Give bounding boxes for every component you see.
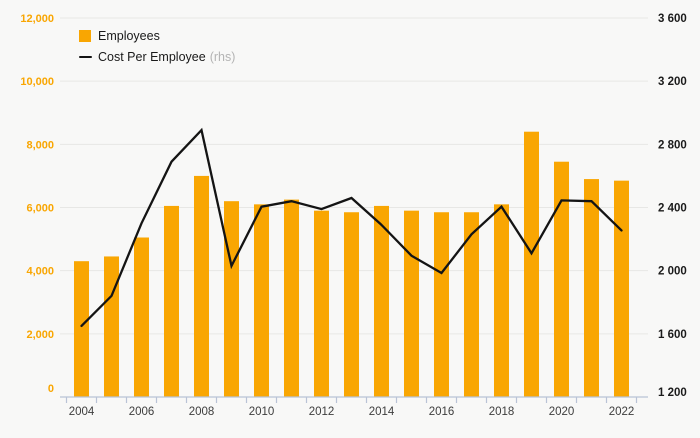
bar-2019[interactable] <box>524 131 539 397</box>
x-axis-label: 2022 <box>609 406 635 418</box>
y-axis-label-right: 3 600 <box>658 13 687 25</box>
cost-per-employee-line <box>80 127 623 328</box>
bar-2014[interactable] <box>374 205 389 397</box>
x-axis-label: 2006 <box>129 406 155 418</box>
bar-2010[interactable] <box>254 204 269 397</box>
bar-2018[interactable] <box>494 204 509 397</box>
x-axis-label: 2014 <box>369 406 395 418</box>
line-marker-icon <box>79 55 92 59</box>
x-axis-label: 2004 <box>69 406 95 418</box>
bar-2005[interactable] <box>104 256 119 397</box>
x-axis-label: 2016 <box>429 406 455 418</box>
y-axis-label-right: 2 800 <box>658 139 687 151</box>
bar-2017[interactable] <box>464 212 479 397</box>
bar-2013[interactable] <box>344 212 359 397</box>
y-axis-label-left: 2,000 <box>26 329 54 341</box>
x-axis-label: 2020 <box>549 406 575 418</box>
x-axis-label: 2008 <box>189 406 215 418</box>
y-axis-label-left: 8,000 <box>26 139 54 151</box>
legend-label-cost-per-employee: Cost Per Employee <box>98 50 206 64</box>
legend-item-cost-per-employee[interactable]: Cost Per Employee (rhs) <box>79 50 235 64</box>
legend-label-employees: Employees <box>98 29 160 43</box>
y-axis-label-left: 12,000 <box>20 13 54 25</box>
y-axis-label-right: 1 600 <box>658 329 687 341</box>
x-axis-label: 2012 <box>309 406 335 418</box>
x-axis-label: 2018 <box>489 406 515 418</box>
legend-rhs-note: (rhs) <box>209 50 236 64</box>
bar-2007[interactable] <box>164 205 179 397</box>
y-axis-label-left: 4,000 <box>26 266 54 278</box>
x-axis-label: 2010 <box>249 406 275 418</box>
bar-2021[interactable] <box>584 179 599 397</box>
bar-2011[interactable] <box>284 199 299 397</box>
bar-2020[interactable] <box>554 161 569 397</box>
y-axis-label-right: 3 200 <box>658 76 687 88</box>
y-axis-label-left: 6,000 <box>26 203 54 215</box>
employees-swatch-icon <box>79 30 91 42</box>
y-axis-label-left: 0 <box>48 383 54 395</box>
y-axis-label-right: 2 400 <box>658 203 687 215</box>
y-axis-label-right: 2 000 <box>658 266 687 278</box>
bar-2006[interactable] <box>134 237 149 397</box>
legend-item-employees[interactable]: Employees <box>79 29 235 43</box>
bar-2008[interactable] <box>194 175 209 397</box>
legend: Employees Cost Per Employee (rhs) <box>79 29 235 64</box>
bar-2009[interactable] <box>224 201 239 397</box>
bar-2022[interactable] <box>614 180 629 397</box>
bar-2004[interactable] <box>74 261 89 397</box>
bar-2015[interactable] <box>404 210 419 397</box>
y-axis-label-right: 1 200 <box>658 387 687 399</box>
y-axis-label-left: 10,000 <box>20 76 54 88</box>
bar-2012[interactable] <box>314 210 329 397</box>
bar-2016[interactable] <box>434 212 449 397</box>
